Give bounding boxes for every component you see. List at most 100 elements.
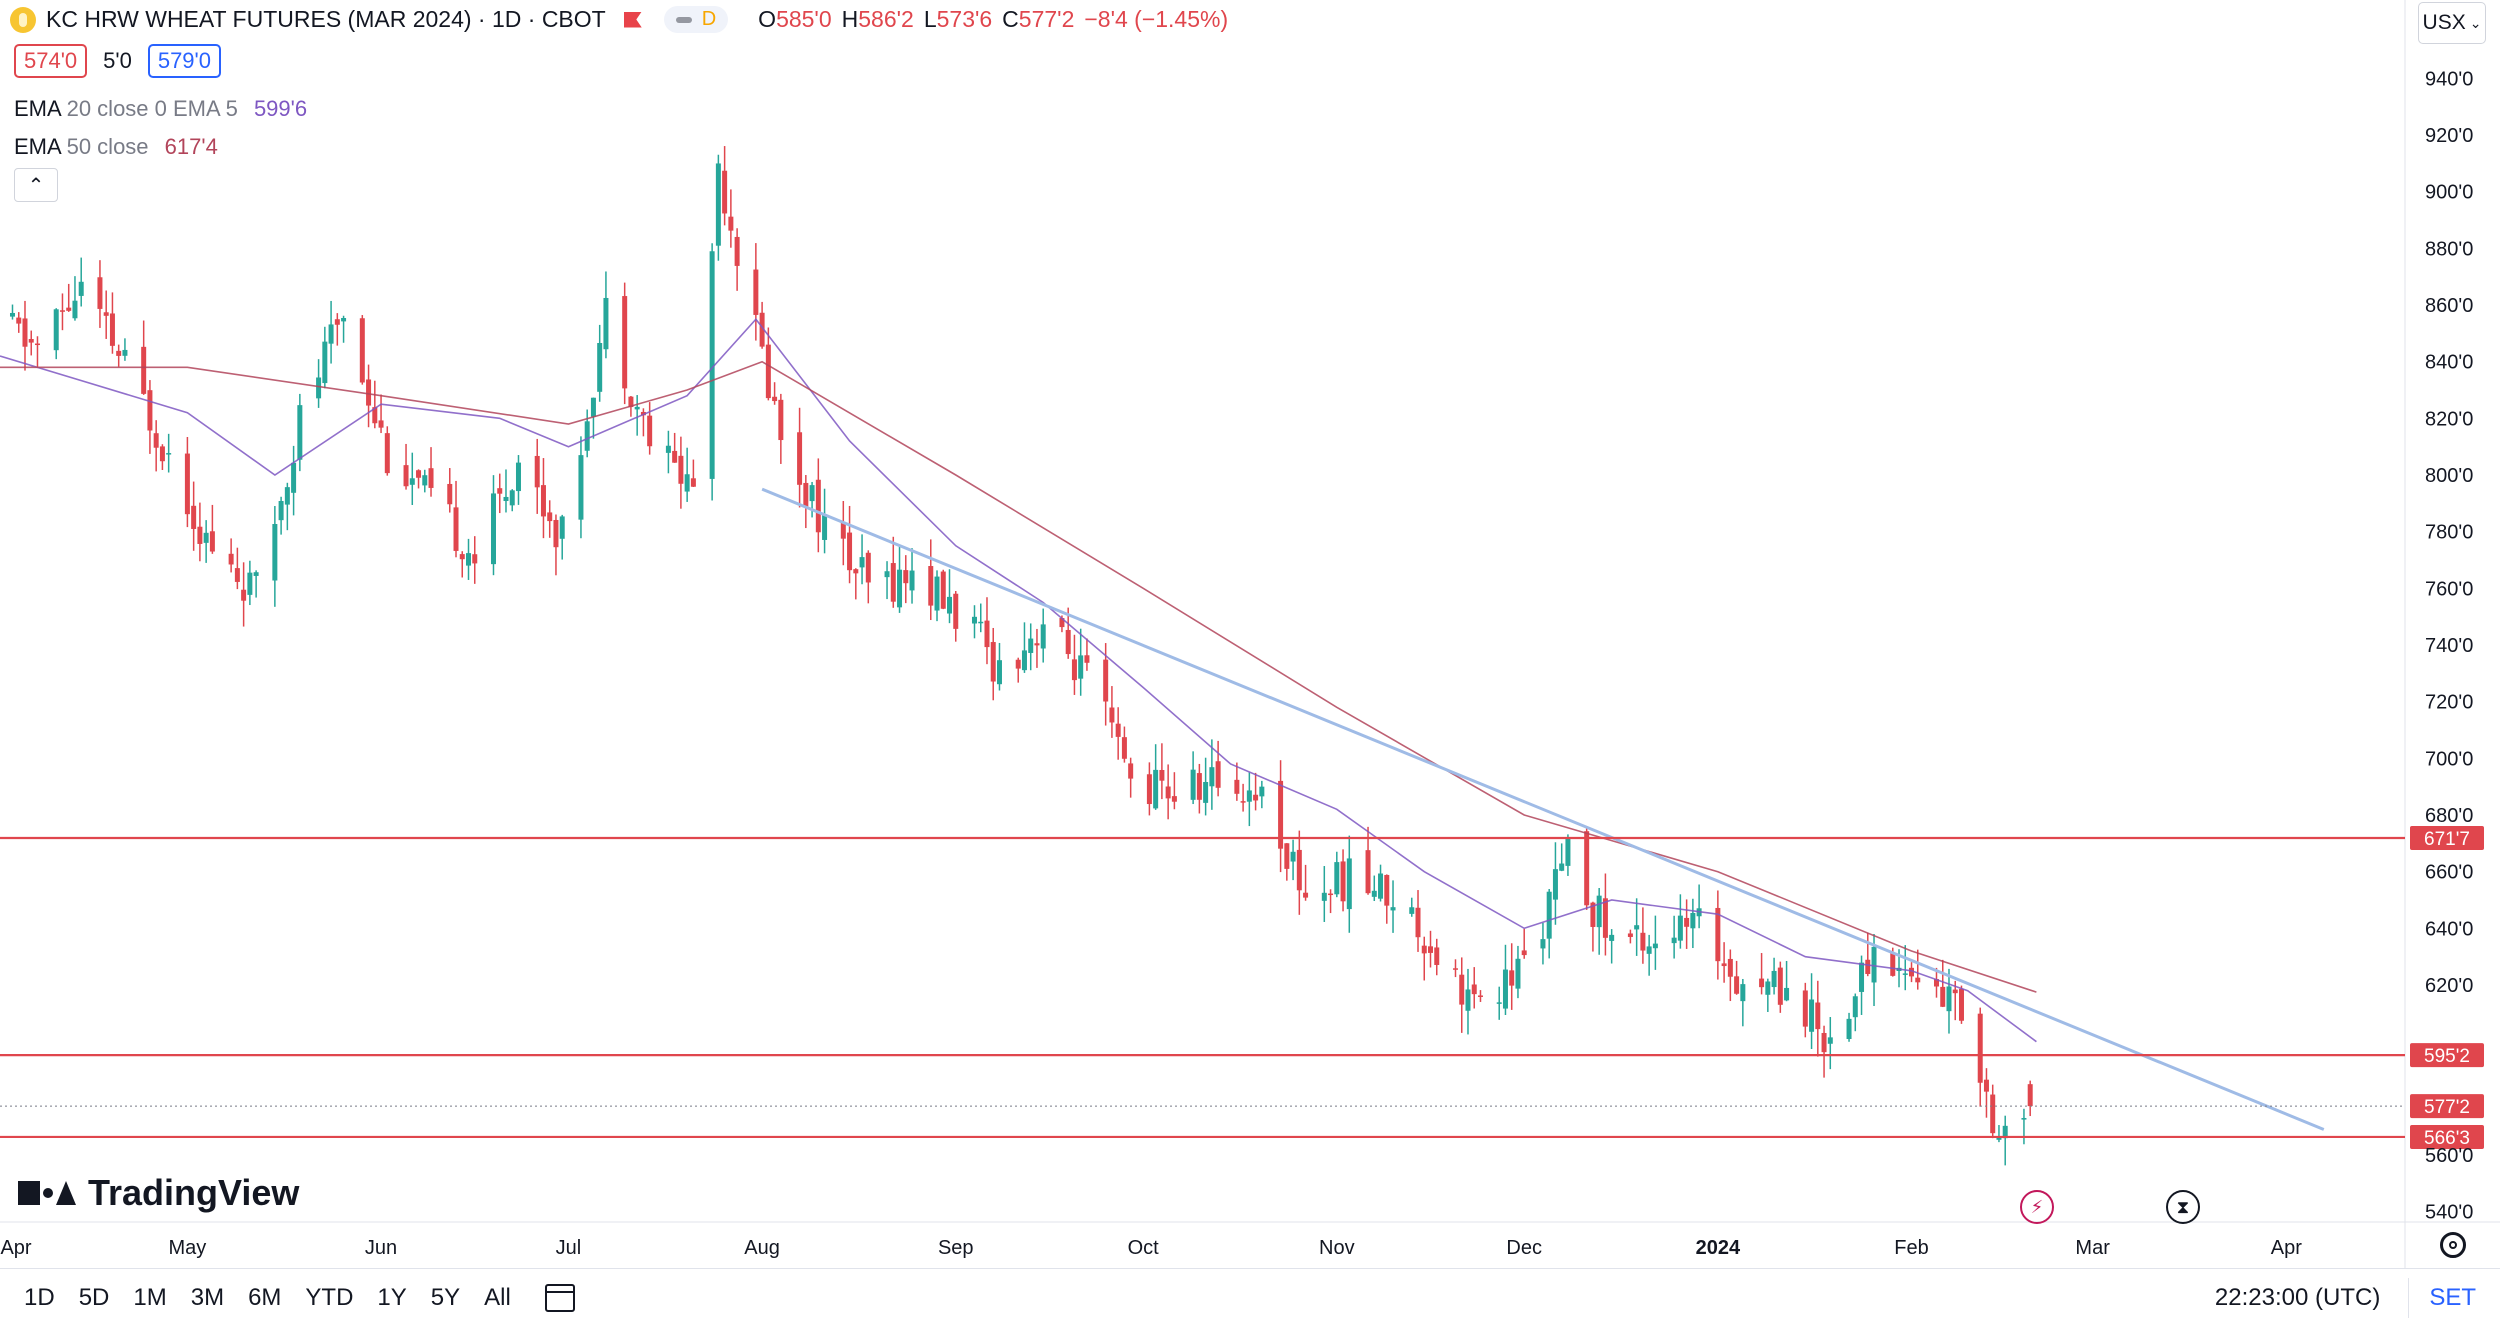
- candle-body: [1809, 999, 1815, 1032]
- timeframe-5y[interactable]: 5Y: [430, 1283, 461, 1311]
- candle-body: [515, 462, 521, 492]
- candle-body: [1040, 624, 1046, 649]
- candle-body: [709, 251, 715, 479]
- candle-body: [384, 433, 390, 474]
- candle-body: [1084, 655, 1090, 663]
- indicator-name: EMA: [14, 96, 61, 121]
- sell-price-box[interactable]: 574'0: [14, 44, 88, 78]
- timeframe-1y[interactable]: 1Y: [377, 1283, 407, 1311]
- candle-body: [1983, 1079, 1989, 1092]
- candle-body: [1902, 973, 1908, 975]
- candle-body: [753, 269, 759, 315]
- set-button[interactable]: SET: [2429, 1283, 2476, 1311]
- settings-gear-icon[interactable]: [2440, 1232, 2466, 1258]
- symbol-logo-icon: [10, 6, 36, 33]
- candle-body: [72, 300, 78, 319]
- timeframe-all[interactable]: All: [484, 1283, 511, 1311]
- candle-body: [316, 377, 322, 399]
- candle-body: [772, 396, 778, 402]
- indicator-ema-50[interactable]: EMA 50 close 617'4: [14, 134, 218, 160]
- hourglass-icon[interactable]: ⧗: [2166, 1190, 2200, 1224]
- candle-body: [284, 487, 290, 505]
- price-tick-label: 720'0: [2425, 692, 2473, 714]
- level-label-bg: [2410, 1124, 2484, 1149]
- calendar-icon[interactable]: [544, 1283, 575, 1312]
- candle-body: [1815, 1002, 1821, 1030]
- candle-body: [109, 313, 115, 346]
- candle-body: [122, 349, 128, 356]
- candle-body: [1321, 892, 1327, 901]
- candle-body: [859, 557, 865, 568]
- candle-body: [1421, 945, 1427, 954]
- candle-body: [1827, 1037, 1833, 1044]
- candle-body: [1590, 902, 1596, 927]
- candle-body: [803, 482, 809, 507]
- candle-body: [184, 453, 190, 515]
- candle-body: [1846, 1018, 1852, 1039]
- timeframe-5d[interactable]: 5D: [78, 1283, 110, 1311]
- time-tick-label: Feb: [1894, 1237, 1928, 1259]
- candle-body: [1584, 831, 1590, 906]
- candle-body: [678, 455, 684, 484]
- timeframe-6m[interactable]: 6M: [248, 1283, 282, 1311]
- candle-body: [1890, 952, 1896, 976]
- candle-body: [665, 445, 671, 453]
- timeframe-ytd[interactable]: YTD: [305, 1283, 354, 1311]
- candle-body: [1246, 790, 1252, 802]
- flag-icon[interactable]: [623, 11, 642, 28]
- candle-body: [1334, 862, 1340, 895]
- candle-body: [1346, 858, 1352, 910]
- price-tick-label: 840'0: [2425, 352, 2473, 374]
- timeframe-1d[interactable]: 1D: [24, 1283, 55, 1311]
- last-price-label-bg: [2410, 1094, 2484, 1119]
- collapse-legend-button[interactable]: ⌃: [14, 168, 58, 202]
- timeframe-1m[interactable]: 1M: [133, 1283, 167, 1311]
- candle-body: [1734, 976, 1740, 994]
- candle-body: [116, 350, 122, 356]
- candle-body: [1171, 796, 1177, 802]
- candle-body: [1034, 643, 1040, 646]
- market-status-pill[interactable]: D: [663, 6, 729, 33]
- candle-body: [759, 312, 765, 347]
- candle-body: [1677, 915, 1683, 941]
- price-tick-label: 660'0: [2425, 862, 2473, 884]
- candle-body: [990, 642, 996, 682]
- candle-body: [1721, 963, 1727, 967]
- candle-body: [865, 552, 871, 583]
- candle-body: [9, 312, 15, 317]
- close-label: C: [1002, 6, 1019, 32]
- candle-body: [1409, 907, 1415, 914]
- indicator-ema-20[interactable]: EMA 20 close 0 EMA 5 599'6: [14, 96, 307, 122]
- candle-body: [197, 526, 203, 544]
- candle-body: [1365, 850, 1371, 894]
- candle-body: [1671, 937, 1677, 944]
- candle-body: [1865, 959, 1871, 974]
- candle-body: [553, 519, 559, 548]
- utc-clock[interactable]: 22:23:00 (UTC): [2214, 1283, 2381, 1311]
- symbol-title[interactable]: KC HRW WHEAT FUTURES (MAR 2024) · 1D · C…: [46, 6, 606, 32]
- candle-body: [334, 319, 340, 325]
- indicator-name: EMA: [14, 134, 61, 159]
- candle-body: [53, 309, 59, 351]
- candle-body: [466, 553, 472, 566]
- candle-body: [622, 296, 628, 389]
- candle-body: [847, 532, 853, 571]
- timeframe-3m[interactable]: 3M: [190, 1283, 225, 1311]
- candle-body: [1240, 801, 1246, 803]
- candle-body: [1596, 895, 1602, 928]
- buy-price-box[interactable]: 579'0: [147, 44, 221, 78]
- time-tick-label: Jun: [365, 1237, 397, 1259]
- candle-body: [1284, 843, 1290, 869]
- candle-body: [1515, 958, 1521, 989]
- candle-body: [422, 475, 428, 486]
- level-label: 671'7: [2424, 829, 2470, 850]
- lightning-icon[interactable]: ⚡: [2020, 1190, 2054, 1224]
- time-tick-label: Apr: [0, 1237, 31, 1259]
- candle-body: [1065, 629, 1071, 655]
- candle-body: [428, 468, 434, 488]
- open-value: 585'0: [776, 6, 832, 32]
- candle-body: [1059, 618, 1065, 628]
- candle-body: [903, 570, 909, 584]
- currency-button[interactable]: USX ⌄: [2418, 2, 2486, 44]
